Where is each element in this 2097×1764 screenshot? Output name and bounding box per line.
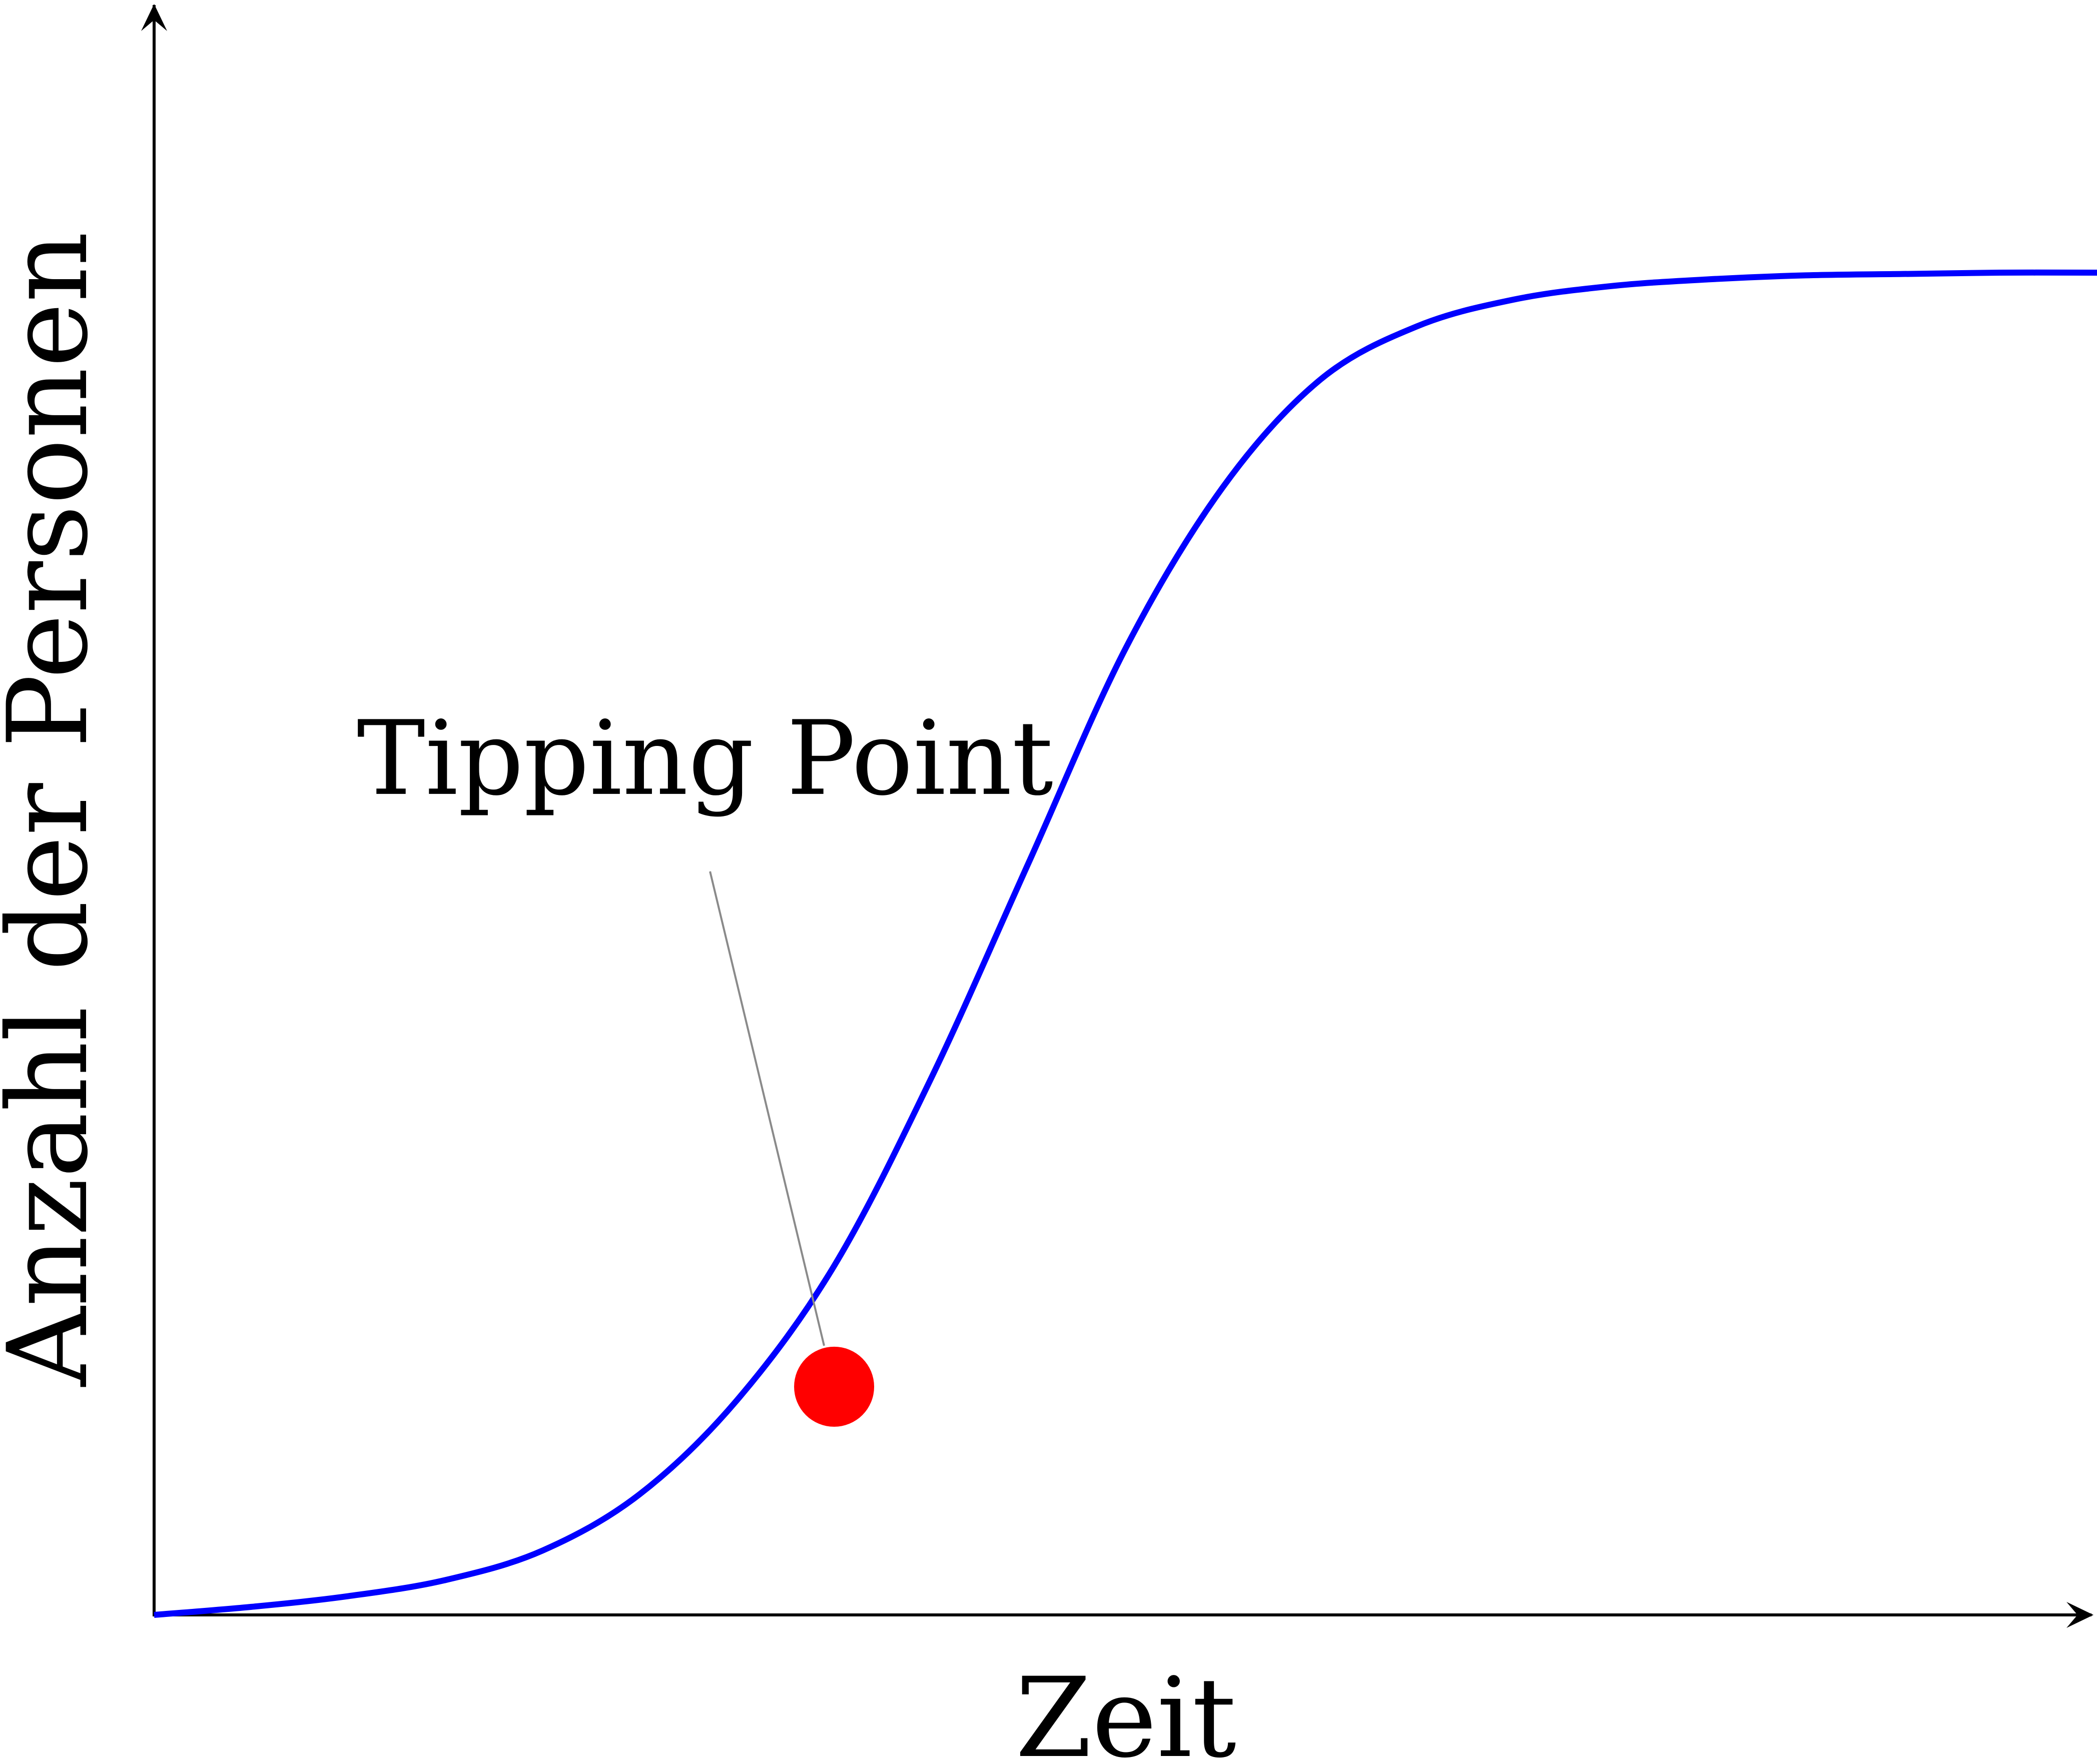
annotation-leader-line (709, 871, 825, 1346)
annotation: Tipping Point (357, 699, 1053, 1427)
x-axis-label: Zeit (1015, 1654, 1236, 1764)
series-line-0 (154, 269, 2097, 1618)
series-layer (154, 269, 2097, 1618)
y-axis-arrow (141, 4, 167, 31)
y-axis-label: Anzahl der Personen (0, 232, 112, 1387)
x-axis-arrow (2066, 1602, 2093, 1628)
annotation-label: Tipping Point (357, 699, 1053, 818)
y-axis (141, 4, 167, 1615)
tipping-point-marker (794, 1346, 875, 1427)
x-axis (153, 1602, 2093, 1628)
